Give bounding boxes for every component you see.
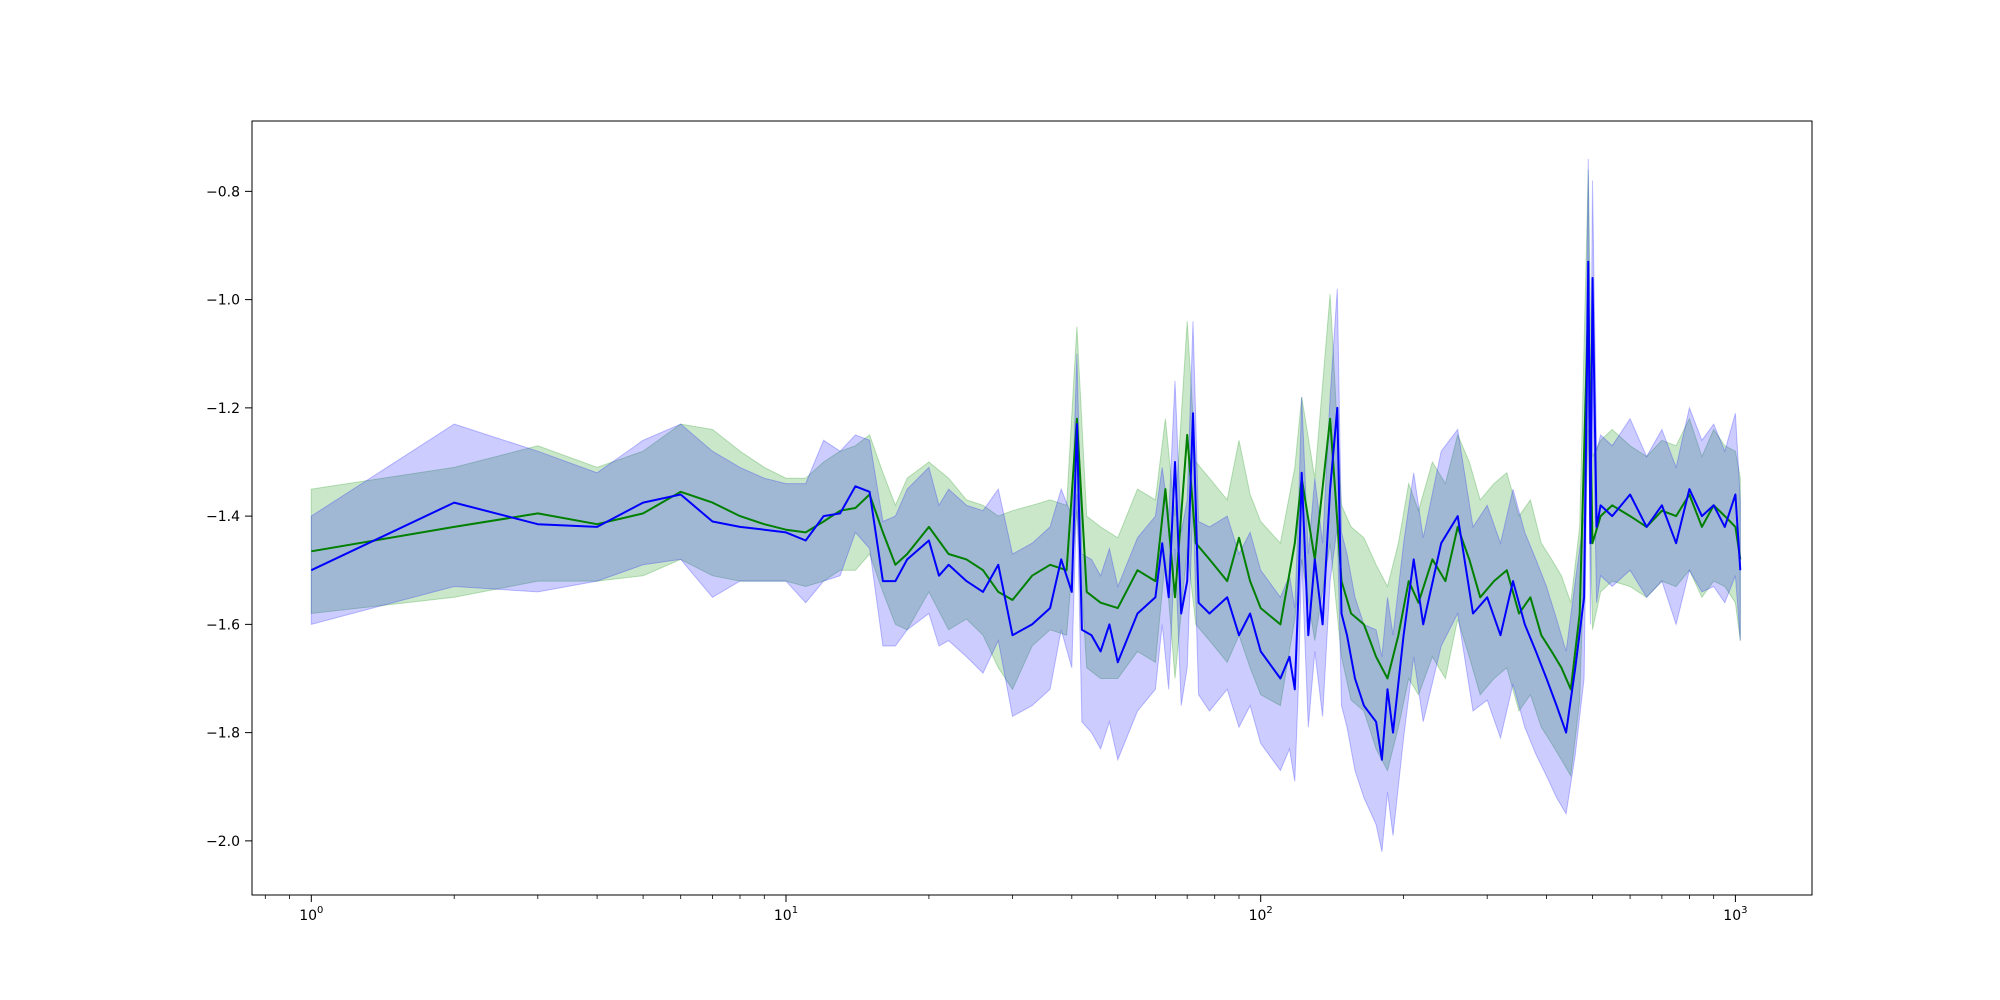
x-tick-label: 102	[1249, 905, 1273, 924]
y-tick-label: −1.4	[206, 509, 240, 525]
series-lines	[310, 260, 1742, 761]
y-tick-label: −1.2	[206, 401, 240, 417]
x-tick-label: 103	[1723, 905, 1747, 924]
x-tick-label: 101	[774, 905, 798, 924]
y-tick-label: −0.8	[206, 184, 240, 200]
y-tick-label: −1.8	[206, 726, 240, 742]
x-axis: 100 101 102 103	[264, 895, 1748, 924]
series-2-band	[310, 158, 1741, 852]
y-tick-label: −2.0	[206, 834, 240, 850]
plot-frame	[251, 120, 1813, 896]
x-tick-label: 100	[299, 905, 323, 924]
y-axis: −0.8 −1.0 −1.2 −1.4 −1.6 −1.8 −2.0	[206, 184, 252, 850]
series-2-line	[310, 260, 1742, 761]
y-tick-label: −1.0	[206, 293, 240, 309]
series-1-line	[311, 298, 1742, 691]
y-tick-label: −1.6	[206, 617, 240, 633]
